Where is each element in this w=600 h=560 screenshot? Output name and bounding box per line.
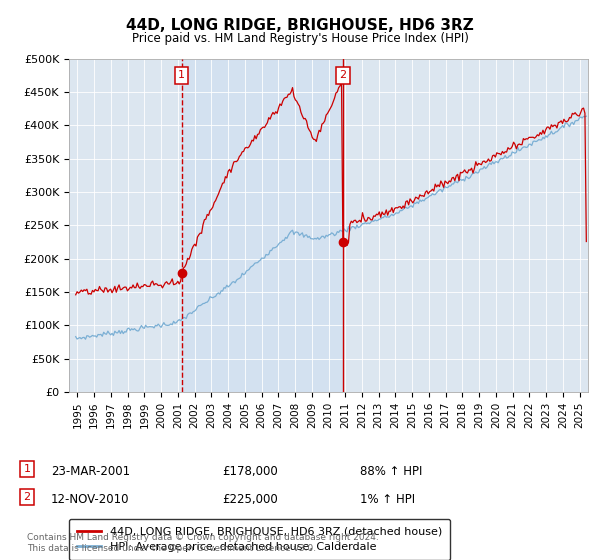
Legend: 44D, LONG RIDGE, BRIGHOUSE, HD6 3RZ (detached house), HPI: Average price, detach: 44D, LONG RIDGE, BRIGHOUSE, HD6 3RZ (det…: [69, 519, 450, 560]
Text: 23-MAR-2001: 23-MAR-2001: [51, 465, 130, 478]
Text: £225,000: £225,000: [222, 493, 278, 506]
Text: 1: 1: [23, 464, 31, 474]
Text: 1% ↑ HPI: 1% ↑ HPI: [360, 493, 415, 506]
Bar: [182, 59, 343, 392]
Text: 12-NOV-2010: 12-NOV-2010: [51, 493, 130, 506]
Text: 44D, LONG RIDGE, BRIGHOUSE, HD6 3RZ: 44D, LONG RIDGE, BRIGHOUSE, HD6 3RZ: [126, 18, 474, 33]
Text: 88% ↑ HPI: 88% ↑ HPI: [360, 465, 422, 478]
Text: £178,000: £178,000: [222, 465, 278, 478]
Text: Price paid vs. HM Land Registry's House Price Index (HPI): Price paid vs. HM Land Registry's House …: [131, 32, 469, 45]
Text: 1: 1: [178, 71, 185, 81]
Text: 2: 2: [23, 492, 31, 502]
Text: 2: 2: [340, 71, 347, 81]
Text: Contains HM Land Registry data © Crown copyright and database right 2024.
This d: Contains HM Land Registry data © Crown c…: [27, 533, 379, 553]
